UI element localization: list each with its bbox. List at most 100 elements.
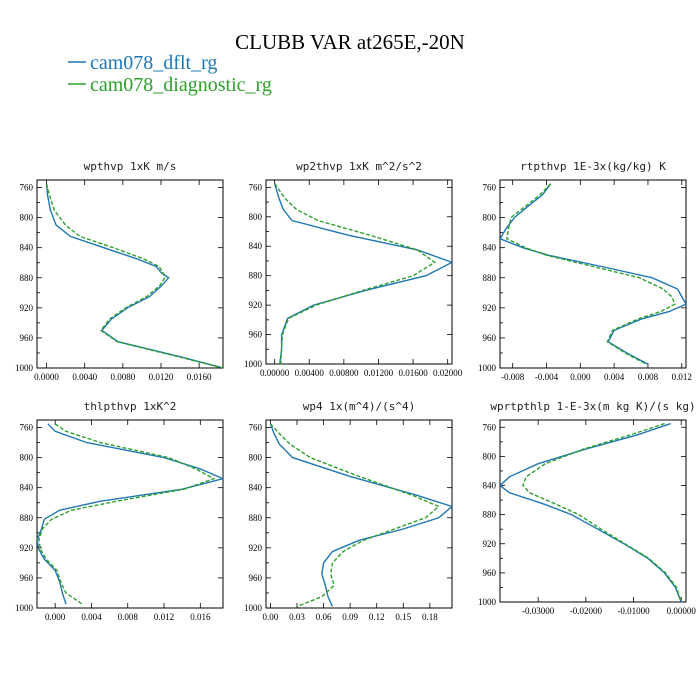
- y-tick-label: 960: [20, 333, 34, 343]
- y-tick-label: 1000: [478, 597, 497, 607]
- x-tick-label: 0.004: [604, 372, 625, 382]
- y-tick-label: 1000: [244, 603, 263, 613]
- y-tick-label: 840: [249, 483, 263, 493]
- y-tick-label: 800: [483, 213, 497, 223]
- y-tick-label: 960: [249, 573, 263, 583]
- panel-4: thlpthvp 1xK^2 760 800 840 880 920 960 1000 0.00…: [15, 400, 224, 622]
- panel-3-title: rtpthvp 1E-3x(kg/kg) K: [520, 160, 666, 173]
- x-tick-label: 0.03: [289, 612, 305, 622]
- y-tick-label: 840: [20, 483, 34, 493]
- panel-5-series-1-line: [269, 423, 452, 607]
- legend-label-1: cam078_dflt_rg: [90, 52, 217, 74]
- panel-2-series-1-line: [274, 183, 452, 364]
- y-tick-label: 880: [249, 271, 263, 281]
- y-tick-label: 960: [249, 330, 263, 340]
- y-tick-label: 840: [20, 243, 34, 253]
- x-tick-label: 0.000: [45, 612, 66, 622]
- panel-1-frame: [36, 179, 224, 369]
- panel-2-frame: [265, 179, 453, 365]
- y-tick-label: 920: [483, 539, 497, 549]
- x-tick-label: -0.008: [501, 372, 525, 382]
- x-tick-label: 0.012: [672, 372, 692, 382]
- y-tick-label: 1000: [15, 363, 34, 373]
- panel-6-series-2-line: [522, 422, 682, 602]
- x-tick-label: 0.00000: [667, 606, 697, 616]
- panel-2-title: wp2thvp 1xK m^2/s^2: [296, 160, 422, 173]
- y-tick-label: 800: [249, 453, 263, 463]
- x-tick-label: 0.0080: [110, 372, 135, 382]
- panel-3-series-1-line: [500, 183, 686, 365]
- x-tick-label: 0.0120: [149, 372, 174, 382]
- x-tick-label: 0.06: [316, 612, 332, 622]
- panel-3-frame: [499, 179, 687, 369]
- y-tick-label: 920: [249, 543, 263, 553]
- x-tick-label: 0.0040: [72, 372, 97, 382]
- y-tick-label: 800: [483, 451, 497, 461]
- y-tick-label: 920: [20, 303, 34, 313]
- x-tick-label: -0.03000: [522, 606, 555, 616]
- legend-entry-1: cam078_dflt_rg: [68, 52, 217, 74]
- x-tick-label: 0.01600: [398, 368, 428, 378]
- panels: wpthvp 1xK m/s76080084088092096010000.00…: [15, 160, 696, 622]
- panel-6-frame: [499, 419, 687, 603]
- y-tick-label: 800: [249, 212, 263, 222]
- x-tick-label: 0.02000: [433, 368, 463, 378]
- panel-2-series-2-line: [274, 183, 436, 364]
- legend-label-2: cam078_diagnostic_rg: [90, 74, 272, 96]
- panel-5-frame: [265, 419, 453, 609]
- y-tick-label: 760: [483, 183, 497, 193]
- panel-5: wp4 1x(m^4)/(s^4)76080084088092096010000…: [244, 400, 453, 622]
- x-tick-label: 0.004: [81, 612, 102, 622]
- y-tick-label: 920: [483, 303, 497, 313]
- y-tick-label: 960: [483, 333, 497, 343]
- x-tick-label: 0.00: [263, 612, 279, 622]
- panel-1-series-2-line: [45, 183, 223, 368]
- y-tick-label: 800: [20, 213, 34, 223]
- x-tick-label: 0.15: [395, 612, 411, 622]
- y-tick-label: 1000: [15, 603, 34, 613]
- legend: cam078_dflt_rg cam078_diagnostic_rg: [68, 52, 272, 96]
- panel-5-series-2-line: [269, 423, 441, 608]
- y-tick-label: 880: [483, 510, 497, 520]
- x-tick-label: -0.01000: [617, 606, 650, 616]
- y-tick-label: 760: [249, 182, 263, 192]
- x-tick-label: -0.02000: [570, 606, 603, 616]
- y-tick-label: 920: [20, 543, 34, 553]
- y-tick-label: 880: [483, 273, 497, 283]
- x-tick-label: 0.0160: [187, 372, 212, 382]
- y-tick-label: 880: [20, 513, 34, 523]
- panel-4-series-1-line: [37, 423, 223, 605]
- panel-1-series-1-line: [45, 183, 223, 368]
- x-tick-label: 0.016: [190, 612, 211, 622]
- x-tick-label: 0.000: [570, 372, 591, 382]
- y-tick-label: 1000: [478, 363, 497, 373]
- panel-5-title: wp4 1x(m^4)/(s^4): [303, 400, 416, 413]
- y-tick-label: 880: [249, 513, 263, 523]
- figure-title: CLUBB VAR at265E,-20N: [235, 30, 465, 54]
- y-tick-label: 840: [483, 481, 497, 491]
- y-tick-label: 840: [249, 241, 263, 251]
- x-tick-label: 0.12: [369, 612, 385, 622]
- y-tick-label: 920: [249, 300, 263, 310]
- x-tick-label: 0.012: [154, 612, 174, 622]
- legend-entry-2: cam078_diagnostic_rg: [68, 74, 272, 96]
- x-tick-label: 0.18: [422, 612, 438, 622]
- y-tick-label: 760: [249, 423, 263, 433]
- y-tick-label: 840: [483, 243, 497, 253]
- panel-3: rtpthvp 1E-3x(kg/kg) K 760 800 840 880 920 960…: [478, 160, 692, 382]
- x-tick-label: 0.00400: [295, 368, 325, 378]
- y-tick-label: 760: [20, 183, 34, 193]
- y-tick-label: 760: [483, 422, 497, 432]
- y-tick-label: 760: [20, 423, 34, 433]
- panel-6: wprtpthlp 1-E-3x(m kg K)/(s kg) 760 800 840…: [478, 400, 696, 616]
- x-tick-label: 0.0000: [34, 372, 59, 382]
- panel-1-title: wpthvp 1xK m/s: [84, 160, 177, 173]
- x-tick-label: 0.00000: [260, 368, 290, 378]
- x-tick-label: 0.008: [638, 372, 659, 382]
- x-tick-label: -0.004: [535, 372, 559, 382]
- panel-4-series-2-line: [38, 423, 216, 605]
- x-tick-label: 0.09: [342, 612, 358, 622]
- y-tick-label: 960: [483, 568, 497, 578]
- x-tick-label: 0.01200: [364, 368, 394, 378]
